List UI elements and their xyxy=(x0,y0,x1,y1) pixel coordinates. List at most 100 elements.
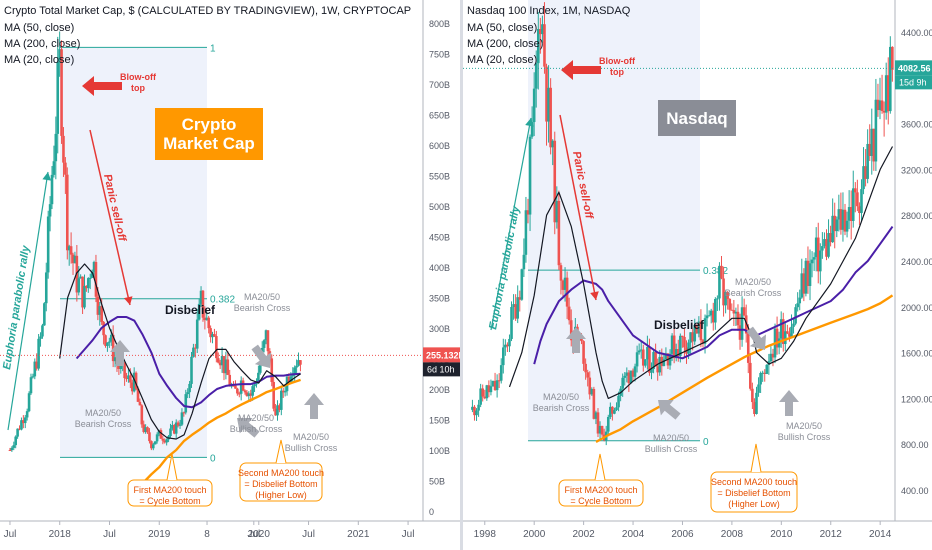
bull-cross-label-2: MA20/50 Bullish Cross xyxy=(778,421,831,442)
blowoff-arrow xyxy=(561,60,601,80)
candle-body xyxy=(843,209,847,232)
candle-body xyxy=(841,209,845,230)
candle-body xyxy=(847,207,851,221)
cross-arrow-shape xyxy=(779,390,799,416)
candle-body xyxy=(270,358,274,382)
candle-body xyxy=(81,276,84,308)
candle-body xyxy=(71,254,75,264)
candle-body xyxy=(520,269,524,300)
candle-body xyxy=(125,378,128,380)
candle-body xyxy=(169,428,172,437)
candle-body xyxy=(104,335,107,346)
candle-body xyxy=(707,315,711,317)
candle-body xyxy=(856,192,859,207)
candle-body xyxy=(281,390,285,393)
candle-body xyxy=(182,412,186,414)
candle-body xyxy=(163,440,167,443)
x-tick-label: 2018 xyxy=(49,529,72,540)
candle-body xyxy=(130,382,134,392)
candle-body xyxy=(683,336,686,348)
candle-body xyxy=(108,341,111,343)
indicator-ma50[interactable]: MA (50, close) xyxy=(467,22,538,34)
candle-body xyxy=(14,436,17,446)
candle-body xyxy=(596,412,600,434)
candle-body xyxy=(41,325,44,337)
candle-body xyxy=(790,326,793,337)
candle-body xyxy=(775,328,779,348)
candle-body xyxy=(18,428,21,430)
candle-body xyxy=(714,299,717,323)
candle-body xyxy=(545,66,548,122)
candle-body xyxy=(753,402,756,414)
candle-body xyxy=(662,359,666,367)
candle-body xyxy=(744,315,748,334)
candle-body xyxy=(483,396,487,399)
candle-body xyxy=(52,161,56,175)
candle-body xyxy=(759,373,762,385)
candle-body xyxy=(226,359,230,375)
y-axis-area[interactable] xyxy=(895,0,932,550)
x-tick-label: 2010 xyxy=(770,529,793,540)
candle-body xyxy=(691,332,694,342)
candle-body xyxy=(740,307,744,340)
candle-body xyxy=(884,75,888,113)
price-label-box[interactable] xyxy=(895,60,932,76)
price-label: 4082.56 xyxy=(898,63,931,73)
candle-body xyxy=(297,360,300,366)
price-label: 255.132B xyxy=(426,350,461,360)
candle-body xyxy=(207,317,210,329)
candle-body xyxy=(788,333,791,337)
candle-body xyxy=(508,338,511,347)
chart-badge xyxy=(658,100,736,136)
candle-body xyxy=(598,425,602,434)
candle-body xyxy=(722,278,725,306)
indicator-ma20[interactable]: MA (20, close) xyxy=(4,54,75,66)
candle-body xyxy=(563,277,567,290)
candle-body xyxy=(92,261,96,272)
y-tick-label: 3600.00 xyxy=(901,120,932,130)
candle-body xyxy=(738,325,742,340)
candle-body xyxy=(293,367,296,376)
candle-body xyxy=(532,88,536,123)
candle-body xyxy=(796,303,799,308)
y-tick-label: 550B xyxy=(429,172,450,182)
indicator-ma200[interactable]: MA (200, close) xyxy=(4,38,81,50)
candle-body xyxy=(711,310,715,323)
indicator-ma50[interactable]: MA (50, close) xyxy=(4,22,75,34)
candle-body xyxy=(289,376,293,382)
candle-body xyxy=(186,392,189,395)
candle-body xyxy=(44,272,48,304)
candle-body xyxy=(536,29,540,64)
candle-body xyxy=(621,377,624,389)
x-tick-label: 2008 xyxy=(721,529,744,540)
candle-body xyxy=(178,424,182,426)
candle-body xyxy=(213,334,216,337)
first-touch-pointer xyxy=(166,453,178,481)
panel-divider[interactable] xyxy=(460,0,463,550)
price-label-box[interactable] xyxy=(423,347,461,363)
countdown-box xyxy=(423,362,461,377)
candle-body xyxy=(176,422,180,426)
candle-body xyxy=(173,425,176,434)
candle-body xyxy=(891,46,894,70)
candle-body xyxy=(119,363,123,369)
candle-body xyxy=(590,388,594,395)
y-axis-area[interactable] xyxy=(423,0,461,550)
y-tick-label: 450B xyxy=(429,233,450,243)
cross-arrow xyxy=(304,393,324,419)
candle-body xyxy=(247,393,251,397)
second-touch-pointer xyxy=(750,443,762,473)
cross-arrow-shape xyxy=(658,399,681,420)
ma20-line xyxy=(59,263,301,440)
candle-body xyxy=(129,375,132,383)
candle-body xyxy=(29,377,33,394)
candle-body xyxy=(644,359,647,366)
euphoria-arrow xyxy=(7,171,49,431)
candle-body xyxy=(117,364,121,369)
chart-badge-label: Crypto Market Cap xyxy=(163,115,255,153)
candle-body xyxy=(757,384,760,393)
indicator-ma20[interactable]: MA (20, close) xyxy=(467,54,538,66)
indicator-ma200[interactable]: MA (200, close) xyxy=(467,38,544,50)
candle-body xyxy=(798,297,802,304)
fib-level-label: 0 xyxy=(210,453,216,464)
